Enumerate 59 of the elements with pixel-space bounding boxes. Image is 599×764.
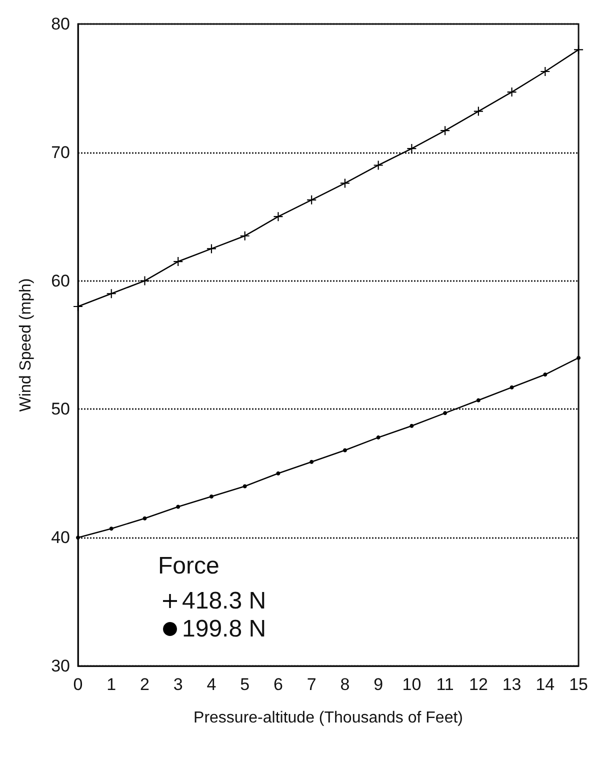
point: [376, 435, 380, 440]
point: [276, 471, 280, 476]
x-tick-label: 2: [140, 675, 150, 694]
point: [240, 231, 250, 240]
legend-label: 418.3 N: [182, 588, 266, 614]
point: [510, 385, 514, 390]
x-tick-label: 13: [502, 675, 522, 694]
point: [76, 536, 80, 540]
point: [474, 106, 483, 116]
point: [74, 302, 82, 311]
point: [443, 411, 448, 416]
x-tick-label: 3: [173, 675, 183, 694]
point: [440, 126, 450, 136]
x-tick-label: 0: [73, 675, 83, 694]
point: [543, 372, 548, 377]
x-tick-label: 10: [402, 675, 422, 694]
x-tick-label: 4: [206, 675, 216, 694]
y-tick-label: 80: [51, 14, 70, 34]
point: [374, 160, 383, 170]
point: [176, 504, 180, 509]
point: [274, 212, 283, 222]
point: [206, 244, 216, 254]
point: [574, 45, 584, 54]
x-tick-label: 5: [240, 675, 250, 694]
point: [340, 178, 350, 188]
point: [109, 526, 114, 531]
point: [310, 460, 314, 464]
y-tick-label: 70: [51, 142, 70, 162]
x-tick-label: 8: [340, 675, 350, 694]
point: [242, 484, 247, 488]
y-tick-label: 50: [51, 400, 70, 419]
y-axis-title: Wind Speed (mph): [18, 278, 34, 412]
point: [540, 67, 550, 76]
point: [140, 276, 150, 286]
point: [342, 448, 347, 452]
point: [106, 289, 116, 298]
point: [174, 257, 183, 266]
x-tick-label: 6: [273, 675, 283, 694]
point: [407, 144, 416, 154]
point: [507, 88, 516, 97]
x-tick-label: 1: [106, 675, 116, 694]
point: [410, 424, 414, 428]
x-tick-label: 7: [306, 675, 316, 694]
point: [576, 356, 581, 360]
point: [476, 398, 480, 402]
point: [307, 195, 316, 204]
x-tick-label: 14: [536, 675, 555, 694]
y-tick-label: 60: [51, 271, 70, 290]
point: [142, 516, 147, 520]
x-tick-label: 9: [374, 675, 384, 694]
legend-title: Force: [158, 552, 220, 580]
y-tick-label: 30: [51, 656, 70, 676]
x-tick-label: 11: [436, 675, 454, 694]
x-tick-label: 15: [569, 675, 588, 694]
x-tick-label: 12: [468, 675, 488, 694]
legend-label: 199.8 N: [182, 616, 266, 642]
x-axis-title: Pressure-altitude (Thousands of Feet): [194, 710, 464, 726]
point: [209, 494, 214, 499]
y-tick-label: 40: [51, 528, 70, 548]
